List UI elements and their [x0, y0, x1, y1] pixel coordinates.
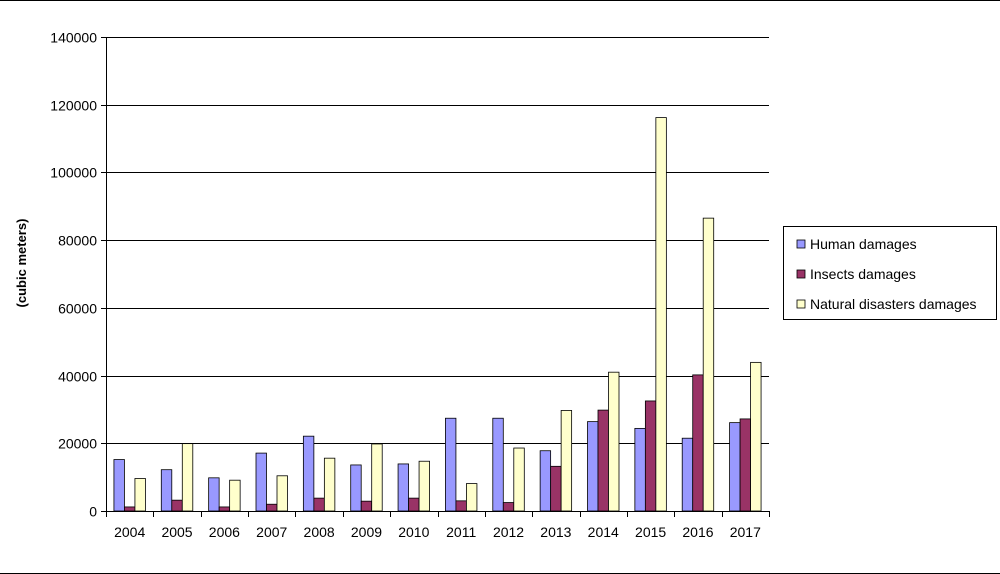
bar-2015-series-0 [634, 427, 646, 512]
legend: Human damages Insects damages Natural disa… [783, 226, 997, 320]
y-tick-label-20000: 20000 [58, 436, 97, 452]
y-tick-label-120000: 120000 [50, 98, 97, 114]
bars [113, 117, 762, 512]
bar-2013-series-0 [539, 450, 552, 512]
bar-2007-series-1 [266, 503, 278, 512]
bar-2011-series-2 [466, 483, 478, 512]
bar-2008-series-1 [313, 497, 325, 512]
y-tick-label-40000: 40000 [58, 369, 97, 385]
bar-2009-series-2 [371, 443, 383, 512]
bar-2014-series-2 [608, 371, 620, 512]
x-tick-label-2008: 2008 [304, 524, 335, 540]
bar-2005-series-1 [171, 499, 183, 512]
bar-2014-series-0 [587, 421, 599, 512]
x-tick-label-2013: 2013 [540, 524, 571, 540]
bar-2015-series-1 [644, 400, 657, 512]
bar-2006-series-0 [208, 477, 220, 512]
bar-2012-series-2 [513, 447, 525, 512]
bar-2017-series-0 [729, 422, 741, 512]
bar-2016-series-1 [692, 374, 704, 512]
x-tick-label-2006: 2006 [209, 524, 240, 540]
axes [106, 37, 769, 512]
bar-2016-series-0 [681, 437, 694, 512]
bar-2013-series-2 [560, 410, 573, 512]
bar-2006-series-1 [218, 506, 231, 512]
bar-2013-series-1 [550, 465, 562, 512]
y-tick-label-100000: 100000 [50, 165, 97, 181]
bar-2004-series-0 [113, 459, 125, 512]
gridlines [106, 37, 769, 444]
x-tick-label-2014: 2014 [588, 524, 619, 540]
bar-2015-series-2 [655, 117, 667, 512]
y-tick-label-80000: 80000 [58, 233, 97, 249]
x-tick-label-2005: 2005 [161, 524, 192, 540]
x-tick-label-2017: 2017 [730, 524, 761, 540]
bar-2011-series-1 [455, 500, 467, 512]
bar-2005-series-2 [181, 443, 194, 512]
x-tick-label-2011: 2011 [446, 524, 476, 540]
legend-swatch-0 [796, 239, 806, 249]
y-tick-label-0: 0 [89, 504, 97, 520]
bar-2008-series-2 [323, 457, 336, 512]
bar-2011-series-0 [445, 417, 457, 512]
y-axis-title: (cubic meters) [14, 219, 29, 308]
bar-2007-series-0 [255, 452, 267, 512]
bar-2009-series-1 [360, 500, 373, 512]
bar-2009-series-0 [350, 464, 362, 512]
bar-2014-series-1 [597, 409, 609, 512]
x-tick-label-2004: 2004 [114, 524, 145, 540]
x-tick-label-2009: 2009 [351, 524, 382, 540]
x-tick-label-2012: 2012 [493, 524, 524, 540]
bar-2008-series-0 [302, 435, 315, 512]
bar-2010-series-1 [408, 497, 420, 512]
bar-2012-series-0 [492, 417, 504, 512]
bar-2017-series-2 [750, 361, 762, 512]
bar-2006-series-2 [229, 479, 241, 512]
bar-2007-series-2 [276, 475, 288, 512]
bar-2005-series-0 [160, 469, 173, 512]
bar-2010-series-2 [418, 460, 430, 512]
bar-2010-series-0 [397, 463, 409, 512]
y-tick-label-140000: 140000 [50, 30, 97, 46]
x-tick-label-2015: 2015 [635, 524, 666, 540]
legend-box [783, 226, 997, 320]
legend-swatch-2 [796, 299, 806, 309]
bar-2016-series-2 [702, 217, 715, 512]
legend-label-0: Human damages [810, 236, 917, 252]
x-tick-label-2010: 2010 [398, 524, 429, 540]
x-tick-label-2016: 2016 [682, 524, 713, 540]
legend-swatch-1 [796, 269, 806, 279]
bar-2004-series-1 [124, 506, 136, 512]
legend-label-2: Natural disasters damages [810, 296, 977, 312]
bar-2004-series-2 [134, 478, 146, 512]
x-tick-label-2007: 2007 [256, 524, 287, 540]
y-tick-label-60000: 60000 [58, 301, 97, 317]
bar-2017-series-1 [739, 418, 751, 512]
bar-2012-series-1 [502, 502, 515, 512]
legend-label-1: Insects damages [810, 266, 916, 282]
y-axis-ticks: 0 20000 40000 60000 80000 100000 120000 140000 [50, 30, 106, 520]
x-axis-ticks: 2004 2005 2006 2007 2008 2009 2010 2011 2012 2013… [106, 511, 770, 540]
